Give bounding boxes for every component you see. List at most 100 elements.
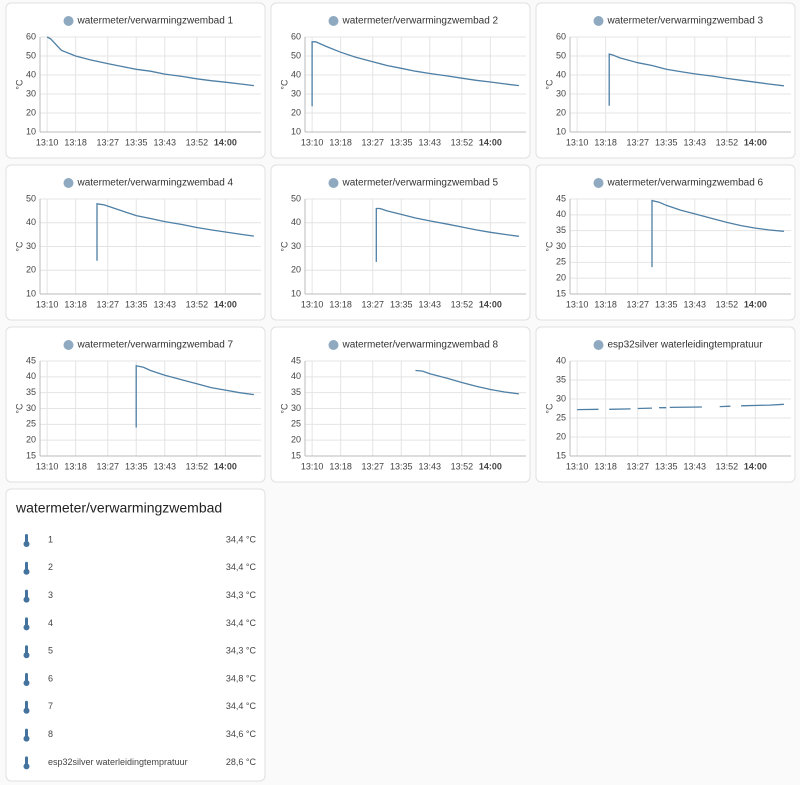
data-line — [608, 53, 784, 106]
card — [5, 326, 266, 483]
entity-state: 34,8 °C — [226, 673, 257, 683]
x-tick-label: 13:10 — [301, 137, 324, 147]
y-axis-label: °C — [544, 241, 554, 252]
y-tick-label: 20 — [26, 435, 36, 445]
thermometer-icon — [25, 645, 28, 655]
x-tick-label: 13:43 — [418, 299, 441, 309]
card — [535, 326, 796, 483]
y-tick-label: 45 — [556, 193, 566, 203]
y-tick-label: 45 — [291, 355, 301, 365]
y-tick-label: 10 — [556, 126, 566, 136]
chart-title: watermeter/verwarmingzwembad 6 — [607, 178, 764, 189]
data-line — [96, 203, 254, 261]
x-tick-label: 13:10 — [566, 137, 589, 147]
entity-name: 6 — [48, 673, 53, 683]
x-tick-label: 13:43 — [683, 299, 706, 309]
entity-icon — [593, 16, 604, 26]
x-tick-label: 13:27 — [96, 299, 119, 309]
y-tick-label: 35 — [556, 374, 566, 384]
y-axis-label: °C — [279, 79, 289, 90]
x-tick-label: 13:52 — [186, 137, 209, 147]
x-tick-label: 13:35 — [390, 299, 413, 309]
x-tick-label: 13:18 — [329, 299, 352, 309]
entity-state: 34,4 °C — [226, 562, 257, 572]
y-tick-label: 10 — [291, 126, 301, 136]
x-tick-label: 13:27 — [626, 461, 649, 471]
thermometer-icon — [25, 728, 28, 738]
thermometer-icon — [23, 568, 30, 575]
x-tick-label: 13:52 — [186, 461, 209, 471]
x-tick-label: 13:27 — [96, 137, 119, 147]
thermometer-icon — [25, 589, 28, 599]
card — [270, 2, 531, 159]
entity-state: 34,3 °C — [226, 590, 257, 600]
y-tick-label: 10 — [26, 126, 36, 136]
y-tick-label: 35 — [291, 387, 301, 397]
card — [535, 2, 796, 159]
y-tick-label: 50 — [26, 50, 36, 60]
y-tick-label: 50 — [291, 50, 301, 60]
x-tick-label: 13:27 — [96, 461, 119, 471]
x-tick-label: 13:43 — [683, 137, 706, 147]
thermometer-icon — [23, 763, 30, 770]
x-tick-label: 13:52 — [451, 299, 474, 309]
chart-title: watermeter/verwarmingzwembad 5 — [342, 178, 499, 189]
entity-icon — [63, 178, 74, 188]
y-tick-label: 35 — [556, 225, 566, 235]
y-axis-label: °C — [14, 403, 24, 414]
card — [270, 164, 531, 321]
y-tick-label: 50 — [291, 193, 301, 203]
y-axis-label: °C — [279, 241, 289, 252]
y-tick-label: 60 — [291, 31, 301, 41]
entity-state: 34,4 °C — [226, 701, 257, 711]
data-line — [375, 207, 519, 262]
y-tick-label: 25 — [26, 419, 36, 429]
y-tick-label: 20 — [556, 107, 566, 117]
card — [5, 488, 266, 782]
x-tick-label: 13:27 — [361, 299, 384, 309]
chart-title: watermeter/verwarmingzwembad 2 — [342, 16, 499, 27]
chart-title: watermeter/verwarmingzwembad 3 — [607, 16, 764, 27]
chart-title: esp32silver waterleidingtempratuur — [608, 340, 764, 351]
data-line — [651, 199, 784, 268]
y-tick-label: 35 — [26, 387, 36, 397]
x-tick-label: 13:52 — [186, 299, 209, 309]
x-tick-label: 13:43 — [418, 461, 441, 471]
y-tick-label: 60 — [556, 31, 566, 41]
y-tick-label: 20 — [26, 265, 36, 275]
entity-name: 4 — [48, 618, 53, 628]
y-tick-label: 30 — [26, 403, 36, 413]
y-tick-label: 25 — [556, 257, 566, 267]
x-tick-label: 13:18 — [594, 299, 617, 309]
x-tick-label: 13:18 — [329, 137, 352, 147]
chart-title: watermeter/verwarmingzwembad 7 — [77, 340, 234, 351]
entity-icon — [593, 340, 604, 350]
y-tick-label: 40 — [26, 217, 36, 227]
thermometer-icon — [23, 680, 30, 686]
entity-state: 34,4 °C — [226, 618, 257, 628]
y-tick-label: 20 — [556, 431, 566, 441]
card-title: watermeter/verwarmingzwembad — [15, 500, 222, 516]
entity-name: 5 — [48, 646, 53, 656]
y-tick-label: 30 — [26, 88, 36, 98]
data-line — [577, 403, 784, 411]
x-tick-label: 13:10 — [301, 299, 324, 309]
x-tick-label: 13:27 — [626, 137, 649, 147]
entity-name: 8 — [48, 729, 53, 739]
y-tick-label: 25 — [556, 412, 566, 422]
y-tick-label: 40 — [291, 217, 301, 227]
x-tick-label: 14:00 — [744, 461, 767, 471]
x-tick-label: 14:00 — [214, 299, 237, 309]
thermometer-icon — [25, 617, 28, 627]
y-tick-label: 20 — [26, 107, 36, 117]
y-axis-label: °C — [14, 79, 24, 90]
y-tick-label: 20 — [556, 273, 566, 283]
y-tick-label: 30 — [291, 241, 301, 251]
y-tick-label: 40 — [291, 69, 301, 79]
x-tick-label: 13:52 — [716, 461, 739, 471]
x-tick-label: 13:35 — [125, 299, 148, 309]
y-tick-label: 40 — [556, 69, 566, 79]
y-axis-label: °C — [544, 79, 554, 90]
y-tick-label: 60 — [26, 31, 36, 41]
y-tick-label: 40 — [26, 69, 36, 79]
